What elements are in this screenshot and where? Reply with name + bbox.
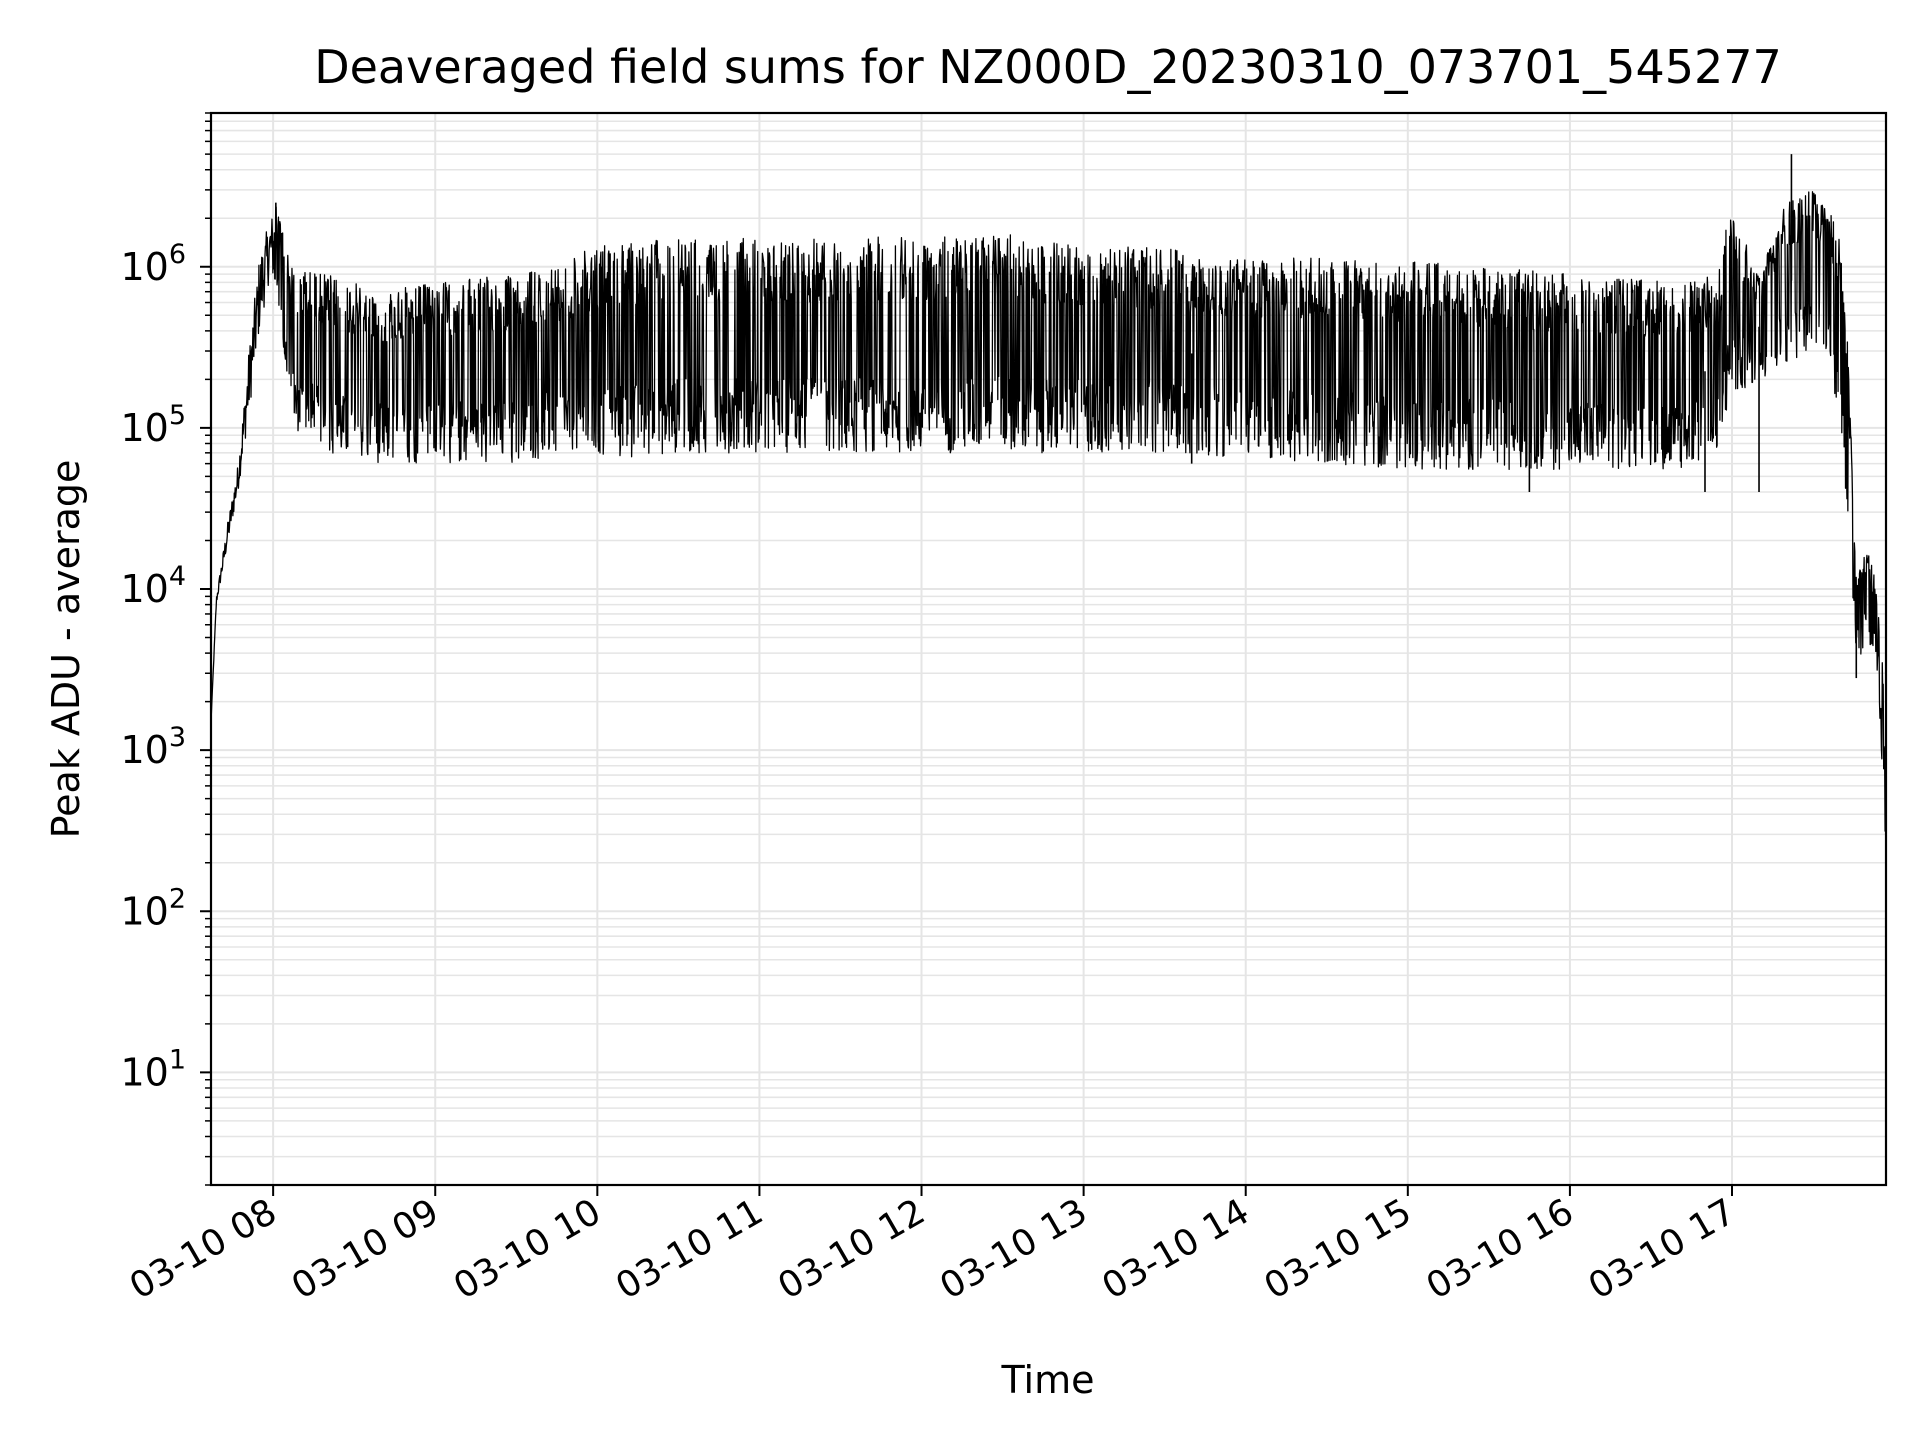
y-axis-label: Peak ADU - average (44, 460, 88, 839)
series-line (211, 154, 1886, 833)
plot-frame (209, 111, 1888, 1187)
chart-title: Deaveraged field sums for NZ000D_2023031… (314, 40, 1782, 94)
y-tick-label: 103 (120, 722, 186, 772)
grid-lines (211, 112, 1886, 1186)
y-tick-label: 104 (120, 561, 186, 611)
y-tick-label: 106 (120, 239, 186, 289)
y-tick-label: 101 (120, 1044, 186, 1094)
y-axis: 101 102 103 104 105 106 (120, 112, 211, 1186)
plot-area (211, 154, 1886, 833)
x-axis-label: Time (1001, 1358, 1095, 1402)
series-path (211, 191, 1886, 833)
y-tick-label: 105 (120, 400, 186, 450)
y-tick-label: 102 (120, 883, 186, 933)
